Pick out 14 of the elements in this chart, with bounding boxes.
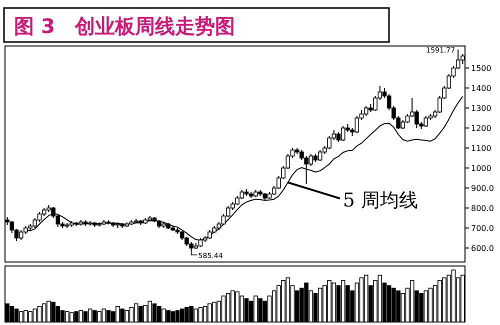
y-tick-label: 1500 bbox=[471, 64, 492, 73]
y-tick-label: 900.0 bbox=[471, 184, 494, 193]
y-tick-label: 1000 bbox=[471, 164, 492, 173]
y-tick-label: 1300 bbox=[471, 104, 492, 113]
y-tick-label: 1200 bbox=[471, 124, 492, 133]
y-tick-label: 1400 bbox=[471, 84, 492, 93]
candlestick bbox=[37, 212, 42, 222]
y-tick-label: 600.0 bbox=[471, 244, 494, 253]
annotation: 5 周均线 bbox=[342, 189, 418, 212]
candlestick bbox=[336, 132, 341, 142]
y-tick-label: 700.0 bbox=[471, 224, 494, 233]
y-tick-label: 1100 bbox=[471, 144, 492, 153]
y-tick-label: 800.0 bbox=[471, 204, 494, 213]
chart-title: 图 3 创业板周线走势图 bbox=[14, 14, 235, 38]
